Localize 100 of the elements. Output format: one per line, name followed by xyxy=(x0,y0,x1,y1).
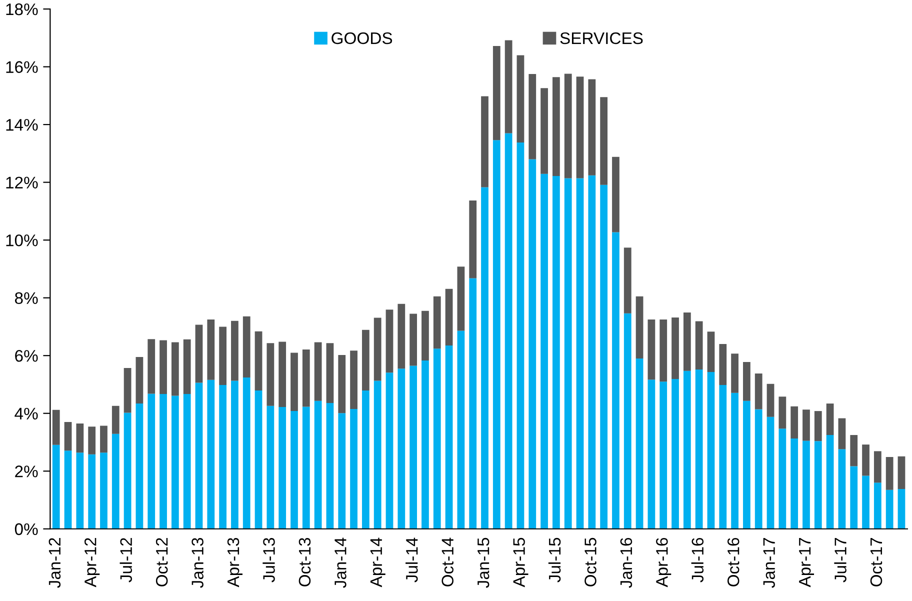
bar xyxy=(76,423,84,453)
bar xyxy=(219,385,226,529)
bar xyxy=(219,326,226,386)
bar xyxy=(695,321,703,370)
bar xyxy=(648,319,656,380)
bar xyxy=(600,184,608,529)
bar xyxy=(469,278,477,529)
bar xyxy=(802,440,810,529)
bar xyxy=(850,466,858,529)
bar xyxy=(898,489,906,529)
bar xyxy=(52,444,60,529)
bar xyxy=(719,344,727,386)
bar xyxy=(838,449,846,529)
bar xyxy=(564,178,572,529)
bar xyxy=(195,382,203,529)
bar xyxy=(838,418,846,450)
legend-label: SERVICES xyxy=(560,32,643,44)
bar xyxy=(766,384,774,417)
bar xyxy=(398,368,406,529)
bar xyxy=(207,380,215,529)
bar xyxy=(636,296,644,358)
bar xyxy=(898,456,906,490)
bar xyxy=(422,310,429,360)
bar xyxy=(481,187,488,529)
y-tick-label: 12% xyxy=(6,176,38,188)
bar xyxy=(588,175,596,529)
bar xyxy=(624,248,632,314)
bar xyxy=(266,406,274,529)
y-tick-label: 10% xyxy=(6,234,38,246)
bar xyxy=(386,310,394,373)
bar xyxy=(576,76,584,178)
bar xyxy=(612,232,620,529)
bar xyxy=(100,452,108,529)
bar xyxy=(362,390,370,529)
bar xyxy=(552,176,560,529)
bar xyxy=(231,380,238,529)
bar xyxy=(242,316,250,378)
bar xyxy=(719,385,727,529)
x-tick-label: Jul-12 xyxy=(120,538,132,582)
bar xyxy=(410,314,418,366)
bar xyxy=(278,407,286,529)
bar xyxy=(457,266,465,331)
bar xyxy=(672,317,679,379)
x-tick-label: Jul-13 xyxy=(262,538,275,582)
bar xyxy=(112,406,120,434)
bar xyxy=(302,406,310,529)
bar xyxy=(64,422,72,451)
bar xyxy=(171,342,179,396)
bar xyxy=(660,382,668,529)
bar xyxy=(88,426,96,454)
y-tick-label: 0% xyxy=(14,523,38,536)
bar xyxy=(874,451,882,483)
x-tick-label: Jul-17 xyxy=(834,538,846,582)
bar xyxy=(254,331,262,391)
y-tick-label: 8% xyxy=(14,292,38,304)
bar xyxy=(624,313,632,529)
x-tick-label: Apr-17 xyxy=(799,538,814,588)
bar xyxy=(457,330,465,529)
bar xyxy=(100,426,108,453)
bar xyxy=(731,354,738,393)
bar xyxy=(564,74,572,178)
bar xyxy=(540,174,548,529)
bar xyxy=(422,360,429,529)
bar xyxy=(826,404,834,436)
x-tick-label: Jan-14 xyxy=(334,538,346,588)
x-tick-label: Apr-16 xyxy=(656,538,672,588)
bar xyxy=(802,410,810,441)
bar xyxy=(314,400,322,529)
bar xyxy=(242,378,250,529)
bar xyxy=(695,369,703,529)
bar xyxy=(362,330,370,391)
x-tick-label: Oct-17 xyxy=(870,538,882,586)
bar xyxy=(445,345,453,529)
x-tick-label: Jan-13 xyxy=(192,538,204,588)
y-tick-label: 4% xyxy=(14,408,38,420)
bar xyxy=(862,444,870,476)
bar xyxy=(374,380,382,529)
bar xyxy=(683,370,691,529)
bar xyxy=(743,400,750,529)
bar xyxy=(350,409,358,529)
bar xyxy=(707,372,715,529)
bar xyxy=(136,357,144,404)
bar xyxy=(707,332,715,372)
x-tick-label: Oct-12 xyxy=(156,538,168,586)
bar xyxy=(433,348,441,529)
y-tick-label: 14% xyxy=(6,119,38,131)
bar xyxy=(766,416,774,529)
bar xyxy=(183,394,191,529)
bar xyxy=(743,362,750,401)
bar xyxy=(195,324,203,383)
bar xyxy=(886,456,894,490)
x-tick-label: Apr-13 xyxy=(227,538,242,588)
bar xyxy=(302,350,310,407)
bar xyxy=(76,452,84,529)
bar xyxy=(88,454,96,529)
x-tick-label: Jul-15 xyxy=(548,538,561,582)
bar xyxy=(504,133,512,529)
bar xyxy=(648,380,656,529)
bar xyxy=(160,340,167,394)
bar xyxy=(124,412,132,529)
